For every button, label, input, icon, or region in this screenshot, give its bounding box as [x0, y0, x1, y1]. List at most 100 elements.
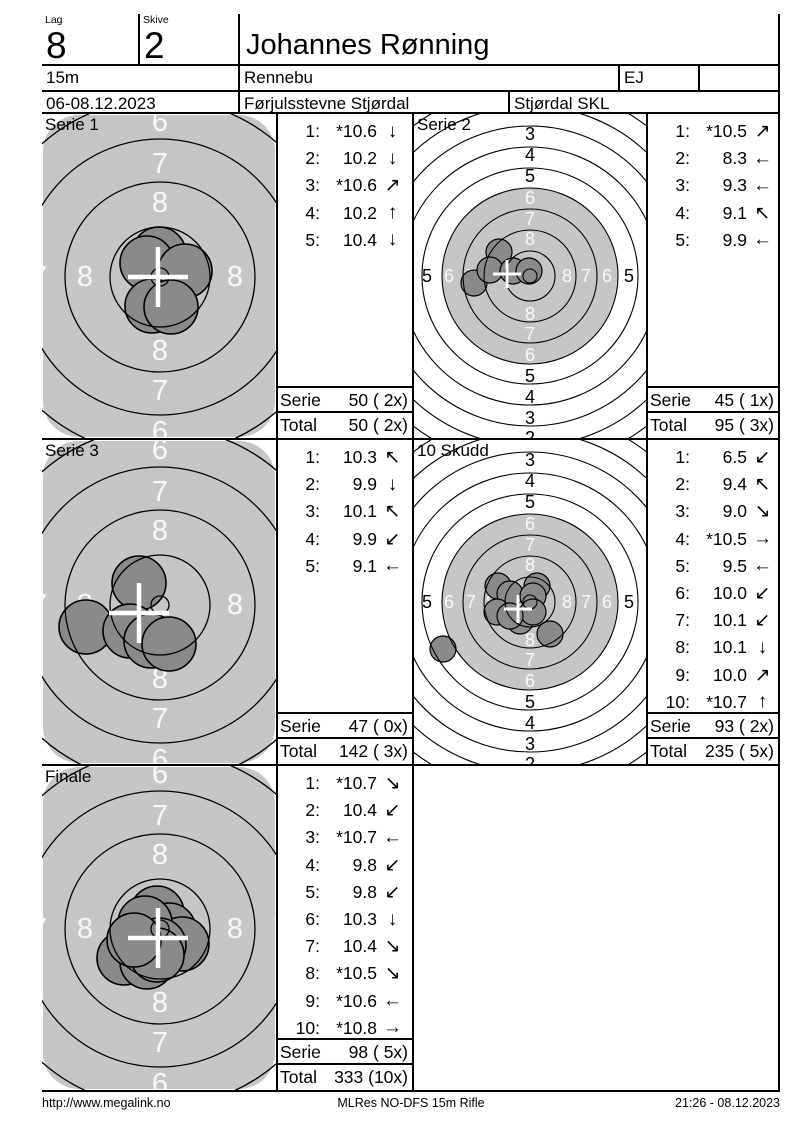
shot-row: 5: 9.1 ←: [278, 553, 412, 580]
svg-text:8: 8: [77, 913, 93, 945]
sum-label: Total: [280, 741, 317, 761]
svg-text:8: 8: [152, 187, 168, 219]
shot-direction-arrow-icon: ↙: [384, 881, 401, 903]
shot-row: 2: 9.9 ↓: [278, 471, 412, 498]
shot-row: 3: *10.6 ↗: [278, 172, 412, 199]
svg-text:5: 5: [422, 266, 432, 286]
svg-text:7: 7: [152, 1027, 168, 1059]
svg-text:7: 7: [152, 375, 168, 407]
svg-text:8: 8: [152, 515, 168, 547]
shot-value: *10.6: [336, 175, 377, 196]
svg-text:7: 7: [273, 913, 276, 945]
shot-value: 10.2: [342, 148, 377, 169]
shot-direction-arrow-icon: ←: [383, 826, 402, 848]
shot-row: 1: *10.7 ↘: [278, 770, 412, 797]
shot-number: 10:: [665, 691, 690, 712]
shot-number: 6:: [675, 583, 690, 604]
shot-value: 10.4: [342, 229, 377, 250]
header-cell-dates: 06-08.12.2023: [42, 92, 240, 114]
shot-number: 7:: [305, 936, 320, 957]
shot-direction-arrow-icon: ←: [753, 555, 772, 577]
shot-direction-arrow-icon: ←: [753, 147, 772, 169]
sum-label: Total: [650, 741, 687, 761]
svg-text:8: 8: [227, 261, 243, 293]
svg-text:7: 7: [42, 589, 47, 621]
mpi-crosshair-icon: [493, 260, 521, 288]
shot-row: 3: 10.1 ↖: [278, 498, 412, 525]
shot-value: 9.1: [352, 555, 377, 576]
header-cell-lag: Lag 8: [42, 14, 140, 66]
svg-text:4: 4: [525, 387, 535, 407]
shot-number: 4:: [305, 528, 320, 549]
shot-row: 3: *10.7 ←: [278, 824, 412, 851]
svg-text:5: 5: [525, 692, 535, 712]
svg-text:6: 6: [152, 744, 168, 764]
shot-direction-arrow-icon: ↗: [754, 664, 771, 686]
shot-number: 5:: [305, 881, 320, 902]
shot-value: 10.4: [342, 800, 377, 821]
svg-text:7: 7: [525, 650, 535, 670]
shot-row: 6: 10.3 ↓: [278, 906, 412, 933]
svg-text:7: 7: [42, 913, 47, 945]
shot-row: 1: 6.5 ↙: [648, 444, 778, 471]
shot-row: 5: 9.8 ↙: [278, 879, 412, 906]
svg-text:7: 7: [152, 148, 168, 180]
svg-text:6: 6: [525, 188, 535, 208]
shot-value: 10.1: [712, 637, 747, 658]
header-cell-club: Rennebu: [240, 66, 620, 92]
header-cell-class: EJ: [620, 66, 700, 92]
serie-sum-row: Serie 98 ( 5x): [278, 1038, 412, 1065]
shot-direction-arrow-icon: ↖: [384, 447, 401, 469]
shot-row: 4: *10.5 →: [648, 526, 778, 553]
shot-row: 4: 10.2 ↑: [278, 200, 412, 227]
shot-value: 9.4: [722, 474, 747, 495]
svg-text:4: 4: [525, 145, 535, 165]
shot-direction-arrow-icon: ↖: [754, 202, 771, 224]
shot-direction-arrow-icon: ↓: [387, 229, 398, 251]
sum-label: Serie: [280, 1042, 321, 1062]
target-title: Finale: [45, 767, 92, 786]
shot-number: 8:: [675, 637, 690, 658]
sum-value: 95 ( 3x): [714, 415, 774, 435]
svg-text:8: 8: [525, 229, 535, 249]
footer-program: MLRes NO-DFS 15m Rifle: [337, 1096, 485, 1110]
shot-direction-arrow-icon: ←: [753, 174, 772, 196]
shot-value: *10.7: [336, 773, 377, 794]
shot-value: *10.6: [336, 121, 377, 142]
svg-text:7: 7: [525, 324, 535, 344]
serie-sum-row: Serie 45 ( 1x): [648, 386, 778, 413]
shot-number: 2:: [305, 800, 320, 821]
table-bottom-border-right: [414, 1090, 780, 1092]
sum-value: 333 (10x): [334, 1067, 408, 1087]
shot-list-panel-4: 1: 6.5 ↙ 2: 9.4 ↖ 3: 9.0 ↘ 4: *10.5 → 5: 9.5 ← 6: 10.0 ↙ 7…: [648, 440, 780, 766]
skive-value: 2: [144, 25, 165, 66]
mpi-crosshair-icon: [128, 247, 188, 307]
shot-direction-arrow-icon: ↙: [384, 854, 401, 876]
table-right-border-bottom: [778, 766, 780, 1092]
shot-direction-arrow-icon: ↗: [754, 121, 771, 143]
svg-text:3: 3: [525, 450, 535, 470]
mpi-crosshair-icon: [109, 583, 169, 643]
shot-value: 9.0: [722, 501, 747, 522]
svg-text:6: 6: [444, 592, 454, 612]
shot-row: 1: *10.5 ↗: [648, 118, 778, 145]
sum-value: 93 ( 2x): [714, 716, 774, 736]
shot-row: 7: 10.4 ↘: [278, 933, 412, 960]
svg-text:8: 8: [77, 261, 93, 293]
shot-value: 9.8: [352, 854, 377, 875]
shot-direction-arrow-icon: ↓: [387, 147, 398, 169]
shot-value: 9.8: [352, 881, 377, 902]
shot-value: 8.3: [722, 148, 747, 169]
shot-number: 9:: [675, 664, 690, 685]
shot-row: 1: *10.6 ↓: [278, 118, 412, 145]
shot-number: 5:: [675, 555, 690, 576]
shot-number: 2:: [675, 148, 690, 169]
svg-text:6: 6: [525, 671, 535, 691]
lag-value: 8: [46, 25, 67, 66]
svg-text:6: 6: [444, 266, 454, 286]
mpi-crosshair-icon: [128, 908, 188, 968]
shot-row: 8: 10.1 ↓: [648, 634, 778, 661]
shot-direction-arrow-icon: ↓: [387, 473, 398, 495]
svg-text:7: 7: [273, 589, 276, 621]
sum-value: 235 ( 5x): [704, 741, 774, 761]
